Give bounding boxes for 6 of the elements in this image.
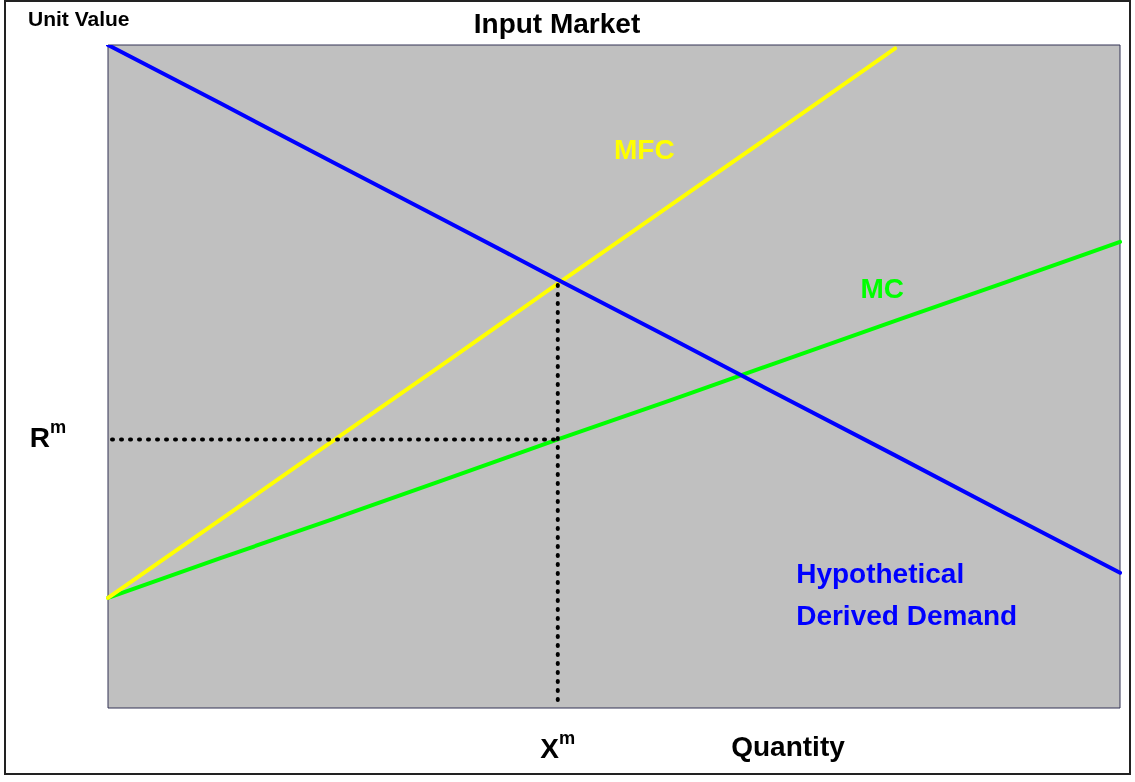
y-axis-title: Unit Value [28,6,130,30]
x-axis-title: Quantity [731,730,846,762]
series-label: MC [860,273,904,305]
series-label: Hypothetical Derived Demand [796,558,1018,632]
chart-title: Input Market [473,7,641,39]
series-label: MFC [614,133,675,165]
